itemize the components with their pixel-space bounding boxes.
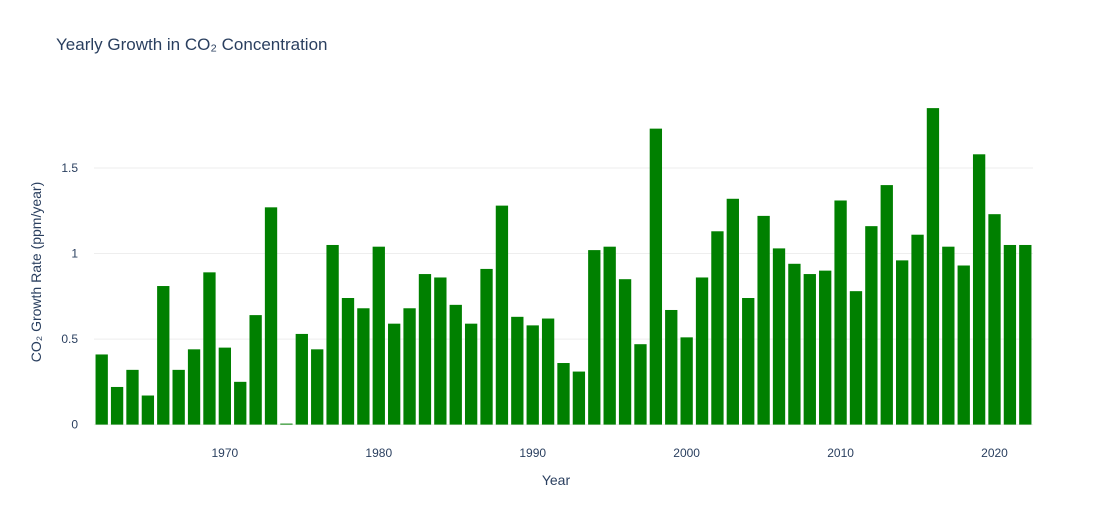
bar-1966[interactable]: [157, 286, 170, 425]
x-axis-title: Year: [542, 472, 571, 488]
bar-2003[interactable]: [726, 198, 739, 425]
bar-1988[interactable]: [495, 205, 509, 425]
y-axis-ticks: 0 0.5 1 1.5: [61, 161, 78, 432]
bar-1985[interactable]: [449, 304, 462, 425]
bar-1962[interactable]: [95, 354, 108, 425]
bar-1996[interactable]: [618, 279, 632, 425]
bars: [95, 108, 1032, 425]
bar-2009[interactable]: [819, 270, 832, 425]
bar-1977[interactable]: [326, 244, 339, 425]
chart-title: Yearly Growth in CO₂ Concentration: [56, 35, 328, 54]
bar-1972[interactable]: [249, 315, 262, 425]
bar-1963[interactable]: [110, 386, 124, 425]
bar-2021[interactable]: [1003, 244, 1017, 425]
bar-2017[interactable]: [942, 246, 955, 425]
bar-2020[interactable]: [988, 214, 1001, 425]
bar-2008[interactable]: [803, 274, 816, 425]
bar-1974[interactable]: [280, 423, 293, 425]
bar-2016[interactable]: [926, 108, 940, 425]
bar-1980[interactable]: [372, 246, 385, 425]
bar-1981[interactable]: [388, 323, 401, 425]
bar-2007[interactable]: [788, 263, 801, 425]
y-tick-label: 0.5: [61, 332, 78, 346]
bar-2000[interactable]: [680, 337, 693, 425]
bar-2005[interactable]: [757, 215, 770, 425]
x-tick-label: 2010: [827, 446, 854, 460]
y-tick-label: 0: [71, 418, 78, 432]
bar-1995[interactable]: [603, 246, 616, 425]
bar-2019[interactable]: [972, 154, 986, 425]
bar-1998[interactable]: [649, 128, 663, 425]
bar-2014[interactable]: [895, 260, 909, 425]
bar-1990[interactable]: [526, 325, 539, 425]
x-tick-label: 1990: [519, 446, 546, 460]
bar-1978[interactable]: [341, 298, 355, 425]
bar-2015[interactable]: [911, 234, 924, 425]
bar-1994[interactable]: [588, 250, 601, 425]
bar-1993[interactable]: [572, 371, 586, 425]
bar-1973[interactable]: [264, 207, 278, 425]
bar-1967[interactable]: [172, 369, 185, 425]
bar-1971[interactable]: [234, 381, 247, 425]
y-tick-label: 1: [71, 247, 78, 261]
bar-2013[interactable]: [880, 185, 893, 425]
bar-2011[interactable]: [849, 291, 863, 425]
x-tick-label: 2000: [673, 446, 700, 460]
bar-1984[interactable]: [434, 277, 447, 425]
bar-2012[interactable]: [865, 226, 878, 425]
bar-2004[interactable]: [742, 298, 755, 425]
bar-2002[interactable]: [711, 231, 724, 425]
bar-1987[interactable]: [480, 268, 493, 425]
bar-2010[interactable]: [834, 200, 847, 425]
bar-2006[interactable]: [772, 248, 786, 425]
bar-2022[interactable]: [1019, 244, 1032, 425]
bar-2018[interactable]: [957, 265, 970, 425]
bar-1991[interactable]: [541, 318, 555, 425]
y-tick-label: 1.5: [61, 161, 78, 175]
x-tick-label: 1970: [211, 446, 238, 460]
x-tick-label: 2020: [981, 446, 1008, 460]
x-axis-ticks: 1970 1980 1990 2000 2010 2020: [211, 446, 1008, 460]
bar-1979[interactable]: [357, 308, 370, 425]
bar-1976[interactable]: [311, 349, 324, 425]
bar-1969[interactable]: [203, 272, 216, 425]
x-tick-label: 1980: [365, 446, 392, 460]
bar-1965[interactable]: [141, 395, 155, 425]
bar-1997[interactable]: [634, 344, 647, 425]
bar-1975[interactable]: [295, 333, 308, 425]
y-axis-title: CO₂ Growth Rate (ppm/year): [28, 182, 44, 362]
bar-2001[interactable]: [695, 277, 709, 425]
bar-1970[interactable]: [218, 347, 232, 425]
bar-1999[interactable]: [665, 309, 678, 425]
bar-1983[interactable]: [418, 274, 432, 425]
bar-1964[interactable]: [126, 369, 139, 425]
bar-1992[interactable]: [557, 363, 570, 425]
bar-1989[interactable]: [511, 316, 524, 425]
bar-1986[interactable]: [464, 323, 478, 425]
bar-1968[interactable]: [187, 349, 201, 425]
bar-1982[interactable]: [403, 308, 416, 425]
